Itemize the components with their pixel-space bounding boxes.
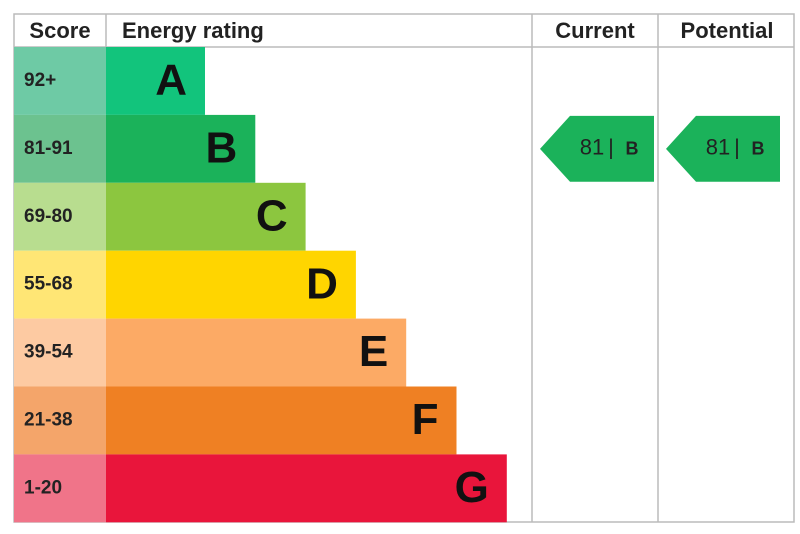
score-label: 92+ (24, 70, 56, 91)
header-rating: Energy rating (122, 18, 264, 43)
score-label: 55-68 (24, 274, 73, 295)
score-label: 1-20 (24, 477, 62, 498)
rating-letter: B (206, 123, 238, 172)
header-potential: Potential (681, 18, 774, 43)
tag-separator: | (608, 135, 614, 160)
rating-letter: F (412, 395, 439, 444)
score-cell (14, 454, 106, 523)
score-cell (14, 47, 106, 115)
rating-letter: E (359, 327, 388, 376)
tag-arrow (666, 115, 780, 182)
score-cell (14, 250, 106, 319)
score-label: 81-91 (24, 138, 73, 159)
current-tag: 81 | B (540, 115, 654, 182)
rating-bar (106, 250, 356, 319)
rating-bar (106, 114, 256, 183)
rating-bar (106, 47, 205, 115)
rating-letter: A (155, 56, 187, 105)
rating-bar (106, 386, 457, 455)
potential-tag: 81 | B (666, 115, 780, 182)
tag-arrow (540, 115, 654, 182)
header-current: Current (555, 18, 635, 43)
score-label: 69-80 (24, 206, 73, 227)
tag-separator: | (734, 135, 740, 160)
score-label: 21-38 (24, 409, 73, 430)
rating-letter: D (306, 259, 338, 308)
score-cell (14, 182, 106, 251)
score-label: 39-54 (24, 342, 73, 363)
tag-score: 81 (706, 135, 730, 160)
tag-score: 81 (580, 135, 604, 160)
score-cell (14, 318, 106, 387)
score-cell (14, 386, 106, 455)
score-cell (14, 114, 106, 183)
rating-bar (106, 182, 306, 251)
rating-letter: C (256, 191, 288, 240)
header-score: Score (29, 18, 90, 43)
rating-letter: G (455, 463, 489, 512)
rating-bar (106, 454, 507, 523)
tag-rating: B (752, 139, 765, 159)
rating-bar (106, 318, 407, 387)
tag-rating: B (626, 139, 639, 159)
